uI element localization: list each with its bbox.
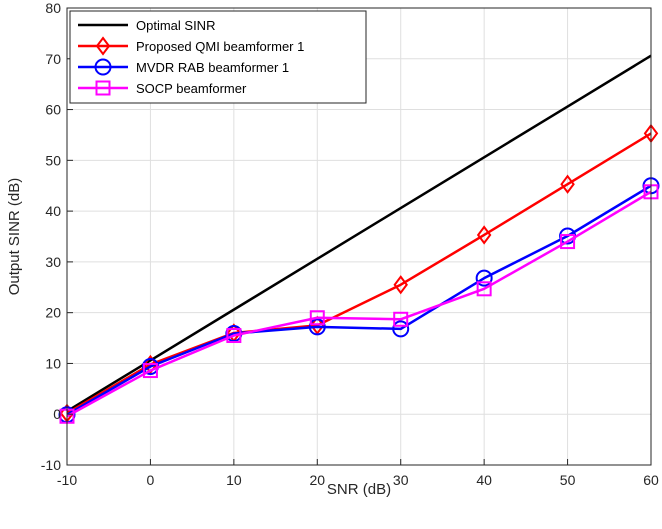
y-axis-label: Output SINR (dB): [6, 178, 23, 296]
x-tick-label: 0: [147, 472, 155, 488]
legend-entry: Proposed QMI beamformer 1: [78, 36, 304, 56]
x-tick-label: -10: [57, 472, 77, 488]
y-tick-label: 70: [45, 51, 61, 67]
series-line: [66, 132, 652, 415]
data-point: [560, 174, 575, 194]
legend-label: SOCP beamformer: [136, 81, 247, 96]
x-tick-label: 60: [643, 472, 659, 488]
legend-label: MVDR RAB beamformer 1: [136, 60, 289, 75]
x-tick-label: 20: [309, 472, 325, 488]
series-line: [66, 184, 652, 416]
legend-marker: [95, 36, 111, 56]
data-point: [143, 354, 158, 375]
x-tick-label: 40: [476, 472, 492, 488]
y-tick-label: 40: [45, 203, 61, 219]
series-line: [66, 190, 652, 418]
data-point: [476, 225, 492, 245]
y-tick-label: 10: [45, 355, 61, 371]
y-tick-label: 50: [45, 152, 61, 168]
legend-marker: [94, 58, 112, 76]
x-tick-label: 10: [226, 472, 242, 488]
axis-ticks: -10 0 10 20 30 40 50 60 -10 0 10 20 30 40 50 60 70 80: [41, 0, 659, 488]
legend-label: Proposed QMI beamformer 1: [136, 39, 304, 54]
data-point: [226, 328, 242, 344]
y-tick-label: 0: [53, 406, 61, 422]
data-point: [476, 281, 492, 297]
legend: Optimal SINR Proposed QMI beamformer 1 MVD…: [69, 10, 367, 104]
x-tick-label: 50: [560, 472, 576, 488]
y-tick-label: 30: [45, 254, 61, 270]
data-point: [560, 234, 576, 250]
data-point: [142, 363, 158, 379]
data-point: [309, 310, 325, 326]
legend-entry: SOCP beamformer: [78, 80, 247, 96]
plot-frame: [66, 7, 652, 466]
data-point: [475, 269, 493, 287]
legend-entry: Optimal SINR: [78, 18, 215, 33]
legend-label: Optimal SINR: [136, 18, 215, 33]
series-line: [66, 54, 652, 413]
data-point: [392, 320, 410, 338]
legend-marker: [95, 80, 111, 96]
series-layer: [58, 54, 660, 424]
data-point: [310, 315, 325, 336]
legend-entry: MVDR RAB beamformer 1: [78, 58, 289, 76]
data-point: [308, 318, 326, 336]
data-point: [393, 275, 408, 295]
y-tick-label: 20: [45, 305, 61, 321]
y-tick-label: 60: [45, 102, 61, 118]
y-tick-label: 80: [45, 0, 61, 16]
x-tick-label: 30: [393, 472, 409, 488]
x-axis-label: SNR (dB): [327, 481, 391, 498]
series-optimal-sinr: [66, 54, 652, 413]
data-point: [393, 311, 409, 327]
y-tick-label: -10: [41, 457, 61, 473]
